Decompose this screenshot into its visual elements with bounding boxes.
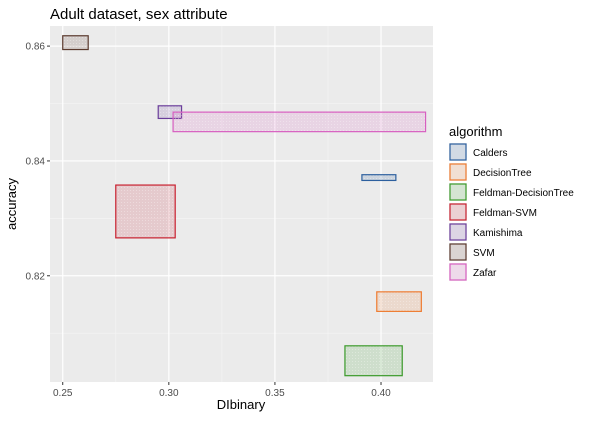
rect-decisiontree bbox=[376, 291, 422, 312]
legend-title: algorithm bbox=[449, 124, 502, 139]
y-tick-label: 0.84 bbox=[26, 156, 46, 167]
y-axis-title: accuracy bbox=[4, 177, 19, 230]
legend-label-feldman-decisiontree: Feldman-DecisionTree bbox=[473, 188, 574, 199]
rect-calders bbox=[361, 174, 397, 182]
x-axis: 0.25 0.30 0.35 0.40 bbox=[53, 382, 391, 399]
y-tick-label: 0.82 bbox=[26, 271, 46, 282]
legend-label-feldman-svm: Feldman-SVM bbox=[473, 208, 537, 219]
y-tick-label: 0.86 bbox=[26, 42, 46, 53]
legend: algorithm Calders DecisionTree Feldman-Dec… bbox=[449, 124, 574, 281]
legend-swatch-feldman-decisiontree bbox=[449, 183, 467, 201]
data-rects bbox=[62, 35, 427, 377]
legend-item-feldman-decisiontree: Feldman-DecisionTree bbox=[449, 183, 574, 201]
legend-key-bg bbox=[449, 143, 467, 161]
legend-item-decisiontree: DecisionTree bbox=[449, 163, 532, 181]
x-tick-label: 0.35 bbox=[265, 388, 285, 399]
y-axis: 0.82 0.84 0.86 bbox=[26, 42, 50, 282]
grid-lines bbox=[50, 26, 433, 382]
legend-swatch-svm bbox=[449, 243, 467, 261]
legend-swatch-decisiontree bbox=[449, 163, 467, 181]
rect-outline-zafar bbox=[172, 111, 427, 133]
legend-key-bg bbox=[449, 163, 467, 181]
legend-label-decisiontree: DecisionTree bbox=[473, 168, 532, 179]
rect-zafar bbox=[172, 111, 427, 133]
legend-swatch-calders bbox=[449, 143, 467, 161]
legend-label-svm: SVM bbox=[473, 248, 495, 259]
legend-label-calders: Calders bbox=[473, 148, 507, 159]
rect-outline-calders bbox=[361, 174, 397, 182]
legend-item-feldman-svm: Feldman-SVM bbox=[449, 203, 537, 221]
rect-svm bbox=[62, 35, 89, 51]
rect-feldman-svm bbox=[115, 184, 176, 239]
legend-swatch-zafar bbox=[449, 263, 467, 281]
legend-label-kamishima: Kamishima bbox=[473, 228, 523, 239]
legend-key-bg bbox=[449, 203, 467, 221]
rect-outline-decisiontree bbox=[376, 291, 422, 312]
rect-outline-svm bbox=[62, 35, 89, 51]
x-tick-label: 0.25 bbox=[53, 388, 73, 399]
legend-item-zafar: Zafar bbox=[449, 263, 497, 281]
chart-title: Adult dataset, sex attribute bbox=[50, 6, 228, 23]
plot-panel bbox=[50, 26, 433, 382]
rect-outline-feldman-decisiontree bbox=[344, 345, 403, 377]
legend-item-kamishima: Kamishima bbox=[449, 223, 523, 241]
legend-item-calders: Calders bbox=[449, 143, 507, 161]
legend-swatch-feldman-svm bbox=[449, 203, 467, 221]
x-tick-label: 0.30 bbox=[159, 388, 179, 399]
x-tick-label: 0.40 bbox=[371, 388, 391, 399]
legend-key-bg bbox=[449, 243, 467, 261]
legend-key-bg bbox=[449, 183, 467, 201]
rect-outline-feldman-svm bbox=[115, 184, 176, 239]
legend-label-zafar: Zafar bbox=[473, 268, 497, 279]
rect-feldman-decisiontree bbox=[344, 345, 403, 377]
legend-key-bg bbox=[449, 223, 467, 241]
legend-key-bg bbox=[449, 263, 467, 281]
legend-item-svm: SVM bbox=[449, 243, 495, 261]
x-axis-title: DIbinary bbox=[217, 397, 266, 412]
legend-swatch-kamishima bbox=[449, 223, 467, 241]
